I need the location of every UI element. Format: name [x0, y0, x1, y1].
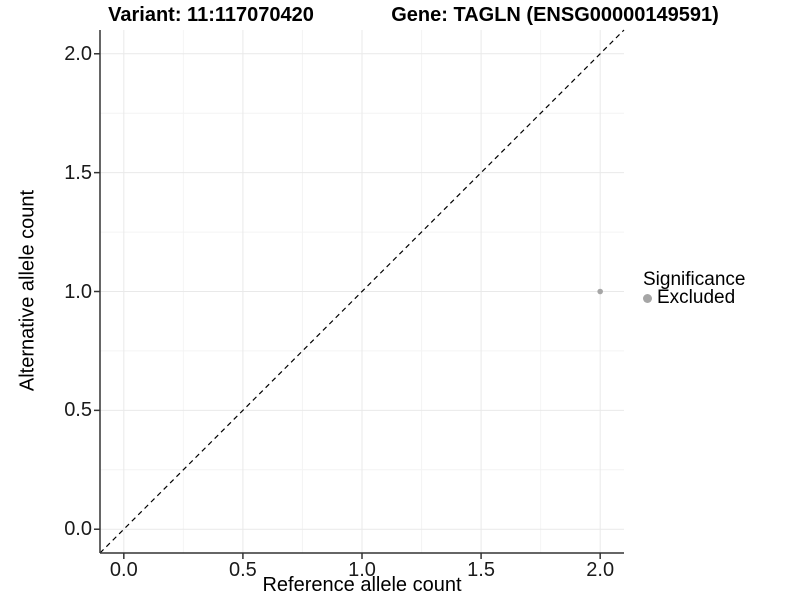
excluded-point-icon: [643, 293, 652, 303]
y-tick-label: 1.5: [64, 161, 92, 184]
plot-title-variant: Variant: 11:117070420: [108, 4, 314, 26]
legend: Significance Excluded: [643, 269, 745, 308]
y-tick-label: 0.0: [64, 518, 92, 541]
data-point: [597, 288, 603, 295]
x-tick-label: 0.0: [109, 559, 138, 581]
plot-panel: [94, 29, 625, 559]
y-tick-label: 0.5: [64, 399, 92, 422]
plot-title-gene: Gene: TAGLN (ENSG00000149591): [391, 4, 719, 26]
legend-item-label: Excluded: [657, 287, 736, 308]
identity-dashed-line: [99, 29, 625, 554]
y-tick-label: 2.0: [64, 42, 92, 65]
plot-canvas: [94, 29, 625, 559]
legend-title: Significance: [643, 269, 746, 290]
x-tick-label: 0.5: [229, 559, 257, 581]
x-tick-label: 1.5: [467, 559, 495, 581]
x-axis-title: Reference allele count: [262, 574, 462, 596]
legend-item-excluded: Excluded: [643, 288, 745, 308]
x-tick-label: 1.0: [348, 559, 376, 581]
y-tick-label: 1.0: [64, 280, 92, 303]
y-axis-title: Alternative allele count: [16, 189, 39, 392]
x-tick-label: 2.0: [586, 559, 615, 581]
